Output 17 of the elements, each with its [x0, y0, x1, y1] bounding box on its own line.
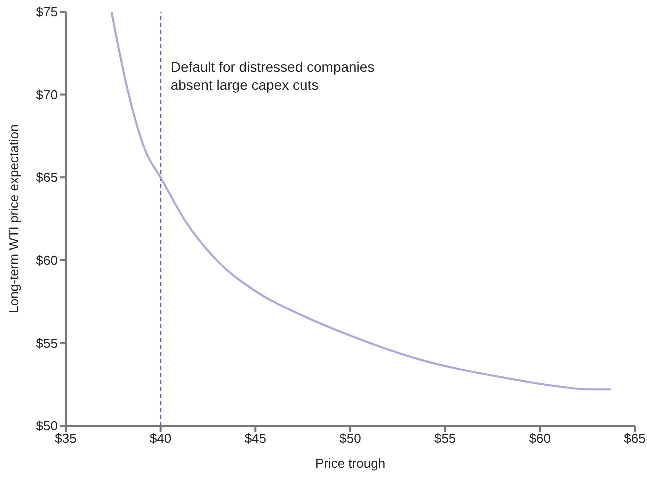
x-tick-label: $60: [529, 431, 552, 446]
x-tick-label: $35: [55, 431, 77, 446]
x-tick-label: $50: [340, 431, 362, 446]
y-tick-label: $60: [36, 253, 58, 268]
x-axis-title: Price trough: [315, 456, 386, 471]
y-tick-label: $65: [36, 170, 58, 186]
y-tick-label: $50: [36, 418, 58, 434]
y-tick-label: $55: [36, 336, 58, 351]
ref-line-label: Default for distressed companies absent large capex cuts: [170, 59, 375, 93]
line-series: [110, 12, 612, 391]
x-tick-label: $55: [434, 431, 456, 446]
y-axis-title: Long-term WTI price expectation: [6, 124, 22, 314]
x-tick-label: $40: [150, 431, 172, 446]
x-tick-label: $65: [624, 431, 646, 446]
x-tick-label: $45: [244, 431, 267, 446]
y-tick-label: $75: [36, 4, 58, 20]
y-tick-label: $70: [36, 87, 58, 102]
